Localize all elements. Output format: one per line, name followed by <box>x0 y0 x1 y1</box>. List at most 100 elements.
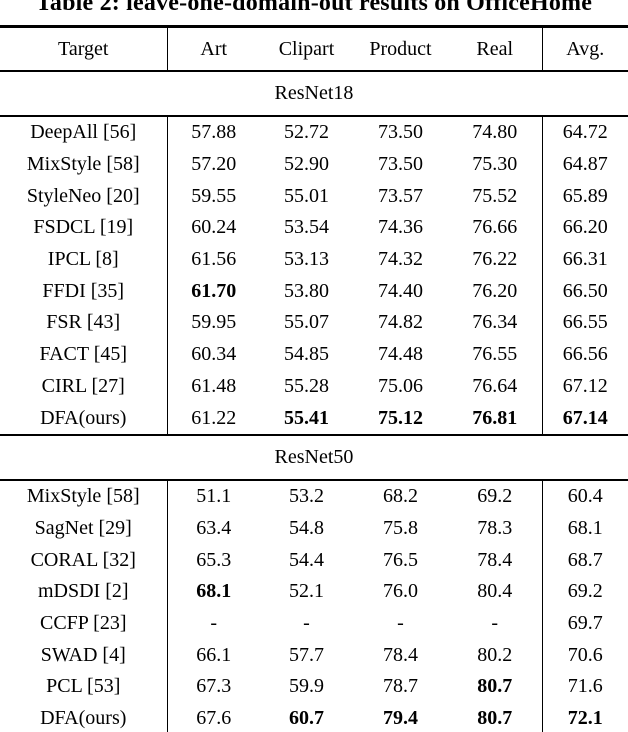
table-row: DFA(ours) 67.6 60.7 79.4 80.7 72.1 <box>0 702 628 732</box>
table-row: CCFP [23] - - - - 69.7 <box>0 607 628 640</box>
method-name: PCL [53] <box>46 675 121 698</box>
value-cell-art: 61.48 <box>166 370 260 403</box>
value-cell-avg: 64.87 <box>541 148 628 181</box>
value-cell-real: 80.2 <box>477 643 513 666</box>
value-cell-clipart: - <box>303 611 310 634</box>
table-row: FSR [43] 59.95 55.07 74.82 76.34 66.55 <box>0 307 628 339</box>
value-cell-art: 61.70 <box>166 275 260 308</box>
value-cell-real: 76.55 <box>472 343 518 366</box>
value-cell-clipart: 53.80 <box>284 279 329 302</box>
table-body: ResNet18 DeepAll [56] 57.88 52.72 73.50 74.80… <box>0 70 628 732</box>
table-row: mDSDI [2] 68.1 52.1 76.0 80.4 69.2 <box>0 575 628 608</box>
value-cell-real: 80.7 <box>477 707 513 730</box>
value-cell-product: 75.06 <box>378 374 423 397</box>
value-cell-real: 69.2 <box>477 485 513 508</box>
value-cell-avg: 72.1 <box>541 702 628 732</box>
method-name: mDSDI [2] <box>37 580 129 603</box>
method-name: SagNet [29] <box>34 516 132 539</box>
method-name: FSDCL [19] <box>33 216 134 239</box>
value-cell-avg: 68.7 <box>541 544 628 576</box>
value-cell-product: 73.50 <box>378 153 423 176</box>
value-cell-product: 75.8 <box>383 516 418 539</box>
value-cell-product: 74.36 <box>378 216 423 239</box>
method-name: StyleNeo [20] <box>26 184 140 207</box>
value-cell-clipart: 54.8 <box>289 516 324 539</box>
value-cell-avg: 66.56 <box>541 338 628 371</box>
value-cell-art: 57.88 <box>166 116 260 149</box>
section-label: ResNet50 <box>0 433 628 481</box>
value-cell-art: 66.1 <box>166 639 260 671</box>
value-cell-avg: 67.12 <box>541 370 628 403</box>
value-cell-avg: 66.31 <box>541 243 628 276</box>
value-cell-real: 78.3 <box>477 516 513 539</box>
table-row: DFA(ours) 61.22 55.41 75.12 76.81 67.14 <box>0 402 628 435</box>
value-cell-avg: 71.6 <box>541 671 628 703</box>
method-name: FSR [43] <box>46 311 121 334</box>
value-cell-avg: 67.14 <box>541 402 628 435</box>
value-cell-avg: 69.7 <box>541 607 628 640</box>
value-cell-real: 80.7 <box>477 675 513 698</box>
value-cell-art: 60.24 <box>166 212 260 244</box>
value-cell-art: 59.95 <box>166 307 260 339</box>
table-row: SWAD [4] 66.1 57.7 78.4 80.2 70.6 <box>0 639 628 671</box>
value-cell-product: 79.4 <box>383 707 418 730</box>
value-cell-clipart: 55.07 <box>284 311 329 334</box>
table-row: DeepAll [56] 57.88 52.72 73.50 74.80 64.72 <box>0 116 628 149</box>
value-cell-clipart: 52.1 <box>289 580 324 603</box>
col-header-target: Target <box>0 26 167 72</box>
section-label: ResNet18 <box>0 70 628 117</box>
method-name: CCFP [23] <box>39 611 127 634</box>
table-row: CIRL [27] 61.48 55.28 75.06 76.64 67.12 <box>0 370 628 403</box>
table-row: MixStyle [58] 51.1 53.2 68.2 69.2 60.4 <box>0 479 628 513</box>
value-cell-avg: 66.20 <box>541 212 628 244</box>
value-cell-real: - <box>491 611 499 634</box>
value-cell-real: 76.64 <box>472 374 518 397</box>
value-cell-art: 67.6 <box>166 702 260 732</box>
table-row: MixStyle [58] 57.20 52.90 73.50 75.30 64.87 <box>0 148 628 181</box>
value-cell-avg: 66.50 <box>541 275 628 308</box>
method-name: CORAL [32] <box>30 548 136 571</box>
value-cell-real: 76.20 <box>472 279 518 302</box>
value-cell-product: - <box>397 611 404 634</box>
method-name: FFDI [35] <box>42 279 125 302</box>
value-cell-clipart: 54.85 <box>284 343 329 366</box>
value-cell-art: 51.1 <box>166 479 260 513</box>
value-cell-product: 73.57 <box>378 184 423 207</box>
table-row: FFDI [35] 61.70 53.80 74.40 76.20 66.50 <box>0 275 628 308</box>
value-cell-art: 67.3 <box>166 671 260 703</box>
value-cell-avg: 66.55 <box>541 307 628 339</box>
value-cell-product: 78.7 <box>383 675 418 698</box>
value-cell-art: 63.4 <box>166 512 260 545</box>
value-cell-product: 74.48 <box>378 343 423 366</box>
value-cell-product: 68.2 <box>383 485 418 508</box>
value-cell-avg: 64.72 <box>541 116 628 149</box>
value-cell-art: 57.20 <box>166 148 260 181</box>
value-cell-product: 73.50 <box>378 121 423 144</box>
value-cell-clipart: 53.54 <box>284 216 329 239</box>
method-name: DFA(ours) <box>40 707 127 730</box>
table-caption-container: Table 2: leave-one-domain-out results on… <box>0 0 628 17</box>
value-cell-real: 80.4 <box>477 580 513 603</box>
value-cell-clipart: 52.90 <box>284 153 329 176</box>
value-cell-product: 74.32 <box>378 248 423 271</box>
value-cell-clipart: 60.7 <box>289 707 324 730</box>
section-row-resnet18: ResNet18 <box>0 70 628 117</box>
value-cell-clipart: 57.7 <box>289 643 324 666</box>
value-cell-art: - <box>166 607 260 640</box>
col-header-product: Product <box>353 26 448 72</box>
value-cell-clipart: 55.28 <box>284 374 329 397</box>
col-header-art: Art <box>166 26 260 72</box>
method-name: MixStyle [58] <box>26 153 140 176</box>
value-cell-real: 74.80 <box>472 121 518 144</box>
value-cell-product: 76.0 <box>383 580 418 603</box>
value-cell-clipart: 54.4 <box>289 548 324 571</box>
value-cell-clipart: 53.13 <box>284 248 329 271</box>
method-name: CIRL [27] <box>41 374 125 397</box>
method-name: MixStyle [58] <box>26 485 140 508</box>
table-row: SagNet [29] 63.4 54.8 75.8 78.3 68.1 <box>0 512 628 545</box>
value-cell-avg: 70.6 <box>541 639 628 671</box>
value-cell-art: 61.56 <box>166 243 260 276</box>
value-cell-real: 78.4 <box>477 548 513 571</box>
value-cell-clipart: 53.2 <box>289 485 324 508</box>
value-cell-avg: 60.4 <box>541 479 628 513</box>
